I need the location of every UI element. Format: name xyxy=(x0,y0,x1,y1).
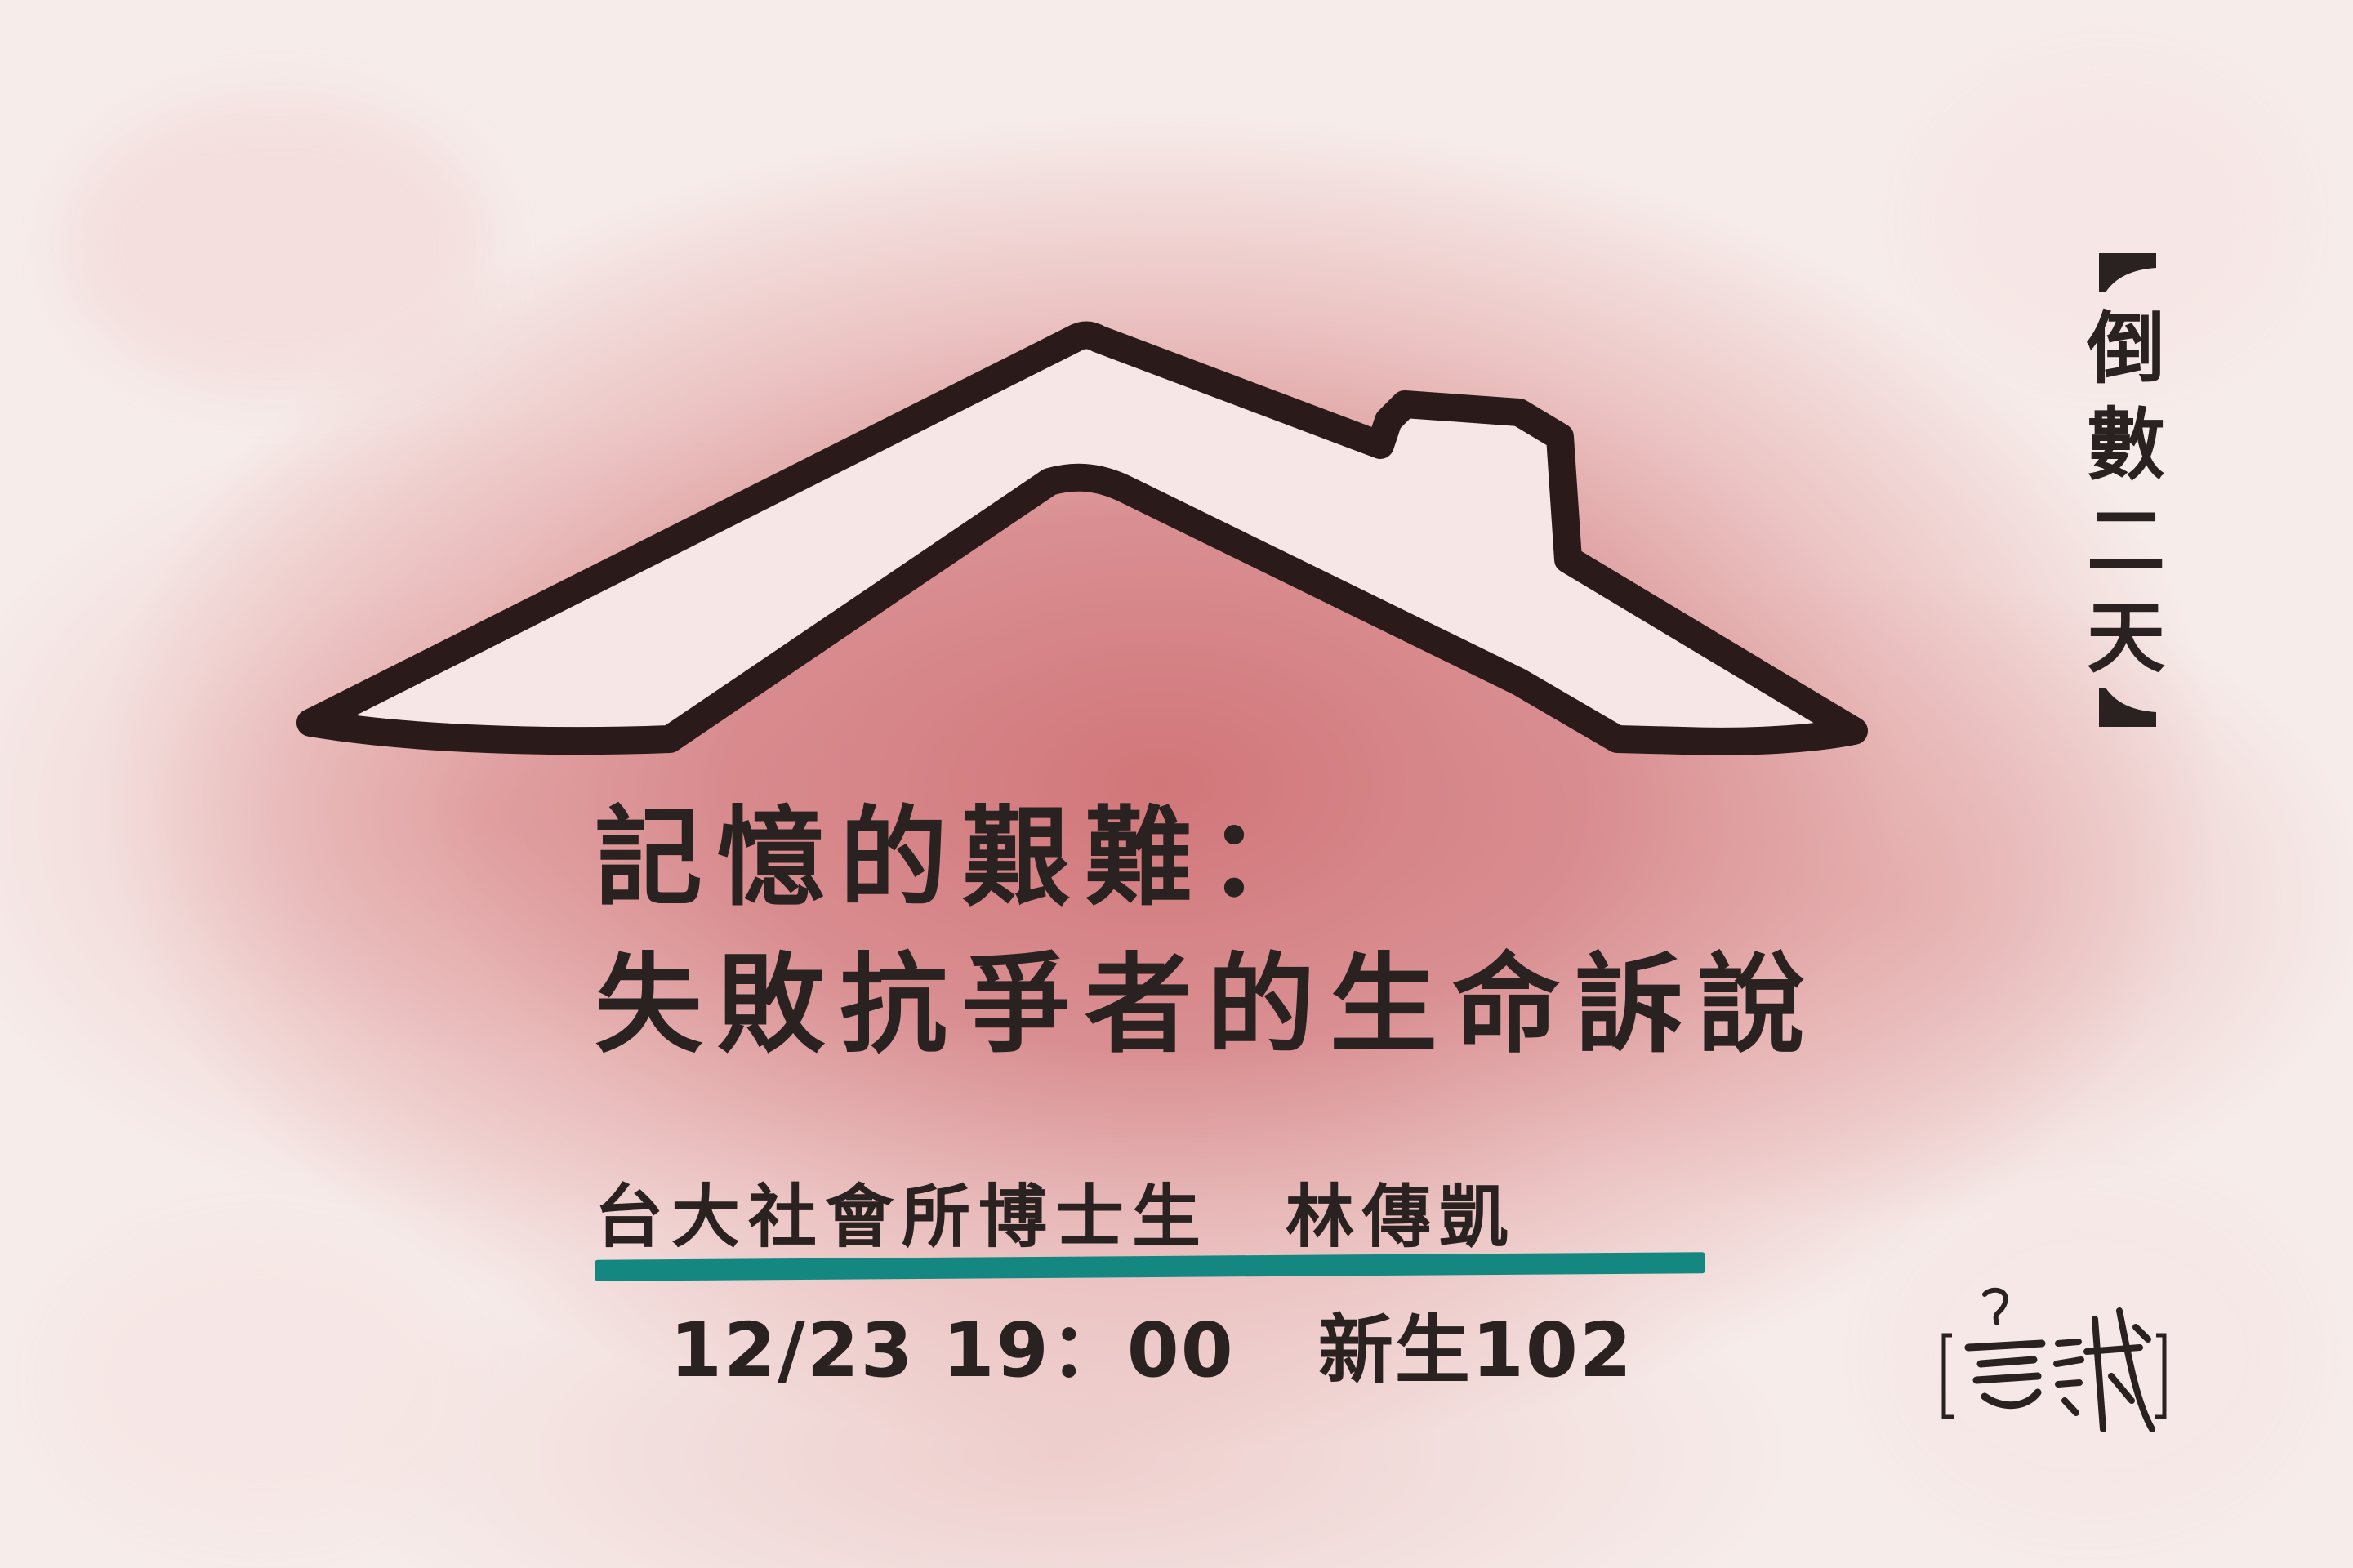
speaker-label: 台大社會所博士生 林傳凱 xyxy=(595,1177,1517,1257)
countdown-brackets xyxy=(2099,253,2156,727)
brand-logo: 意識 xyxy=(1941,1287,2167,1432)
title-line-1: 記憶的艱難： xyxy=(595,795,1330,921)
logo-text: 意識 xyxy=(2054,1360,2070,1370)
bg-texture-bottom-left xyxy=(49,1225,474,1535)
event-date-location: 12/23 19：00 新生102 xyxy=(670,1307,1633,1394)
countdown-label: 倒數二天 xyxy=(2087,303,2165,684)
bg-texture-top-right xyxy=(1919,65,2295,376)
bg-texture-bottom-right xyxy=(1878,1184,2303,1527)
title-line-2: 失敗抗爭者的生命訴說 xyxy=(595,942,1820,1068)
house-roof-icon xyxy=(296,321,1868,755)
bg-texture-top-left xyxy=(65,98,490,392)
